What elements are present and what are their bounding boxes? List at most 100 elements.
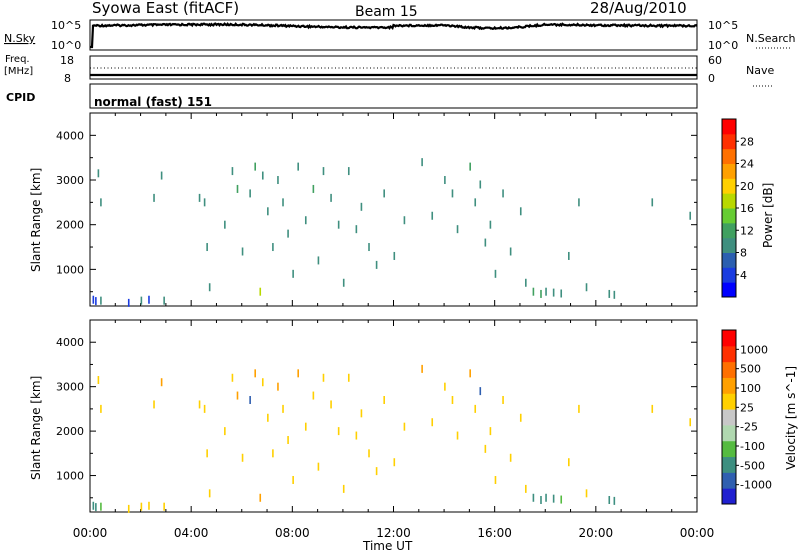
velocity-axis-ticks: 1000 2000 3000 4000 (56, 320, 698, 512)
data-cell (403, 422, 406, 431)
y-tick-label: 4000 (56, 129, 84, 142)
y-tick-label: 3000 (56, 174, 84, 187)
data-cell (163, 502, 165, 511)
data-cell (140, 502, 143, 511)
data-cell (375, 260, 378, 269)
y-tick-label: 2000 (56, 425, 84, 438)
colorbar-swatch (722, 148, 736, 164)
data-cell (277, 176, 279, 185)
data-cell (241, 247, 244, 256)
data-cell (444, 382, 446, 391)
colorbar-tick-label: 24 (740, 158, 754, 171)
data-cell (203, 404, 206, 413)
data-cell (613, 290, 616, 299)
data-cell (560, 289, 563, 298)
data-cell (689, 211, 692, 220)
data-cell (312, 184, 315, 193)
colorbar-tick-label: -500 (740, 459, 765, 472)
data-cell (287, 436, 289, 444)
data-cell (148, 501, 150, 510)
data-cell (540, 496, 542, 504)
data-cell (540, 289, 542, 298)
data-cell (451, 396, 454, 404)
data-cell (198, 193, 201, 202)
data-cell (92, 295, 95, 304)
data-cell (360, 202, 363, 211)
data-cell (608, 289, 611, 298)
freq-tick-top: 18 (60, 54, 74, 67)
data-cell (312, 391, 315, 400)
data-cell (532, 287, 535, 296)
data-cell (272, 449, 274, 458)
data-cell (259, 493, 262, 502)
data-cell (560, 495, 563, 504)
data-cell (236, 391, 239, 400)
colorbar-swatch (722, 440, 736, 458)
data-cell (585, 283, 588, 292)
colorbar-swatch (722, 133, 736, 150)
data-cell (519, 413, 522, 422)
data-cell (469, 162, 471, 171)
power-colorbar: 28 24 20 16 12 8 4 (721, 118, 754, 298)
data-cell (153, 400, 155, 409)
data-cell (469, 369, 471, 378)
data-cell (494, 476, 497, 484)
data-cell (484, 444, 487, 453)
data-cell (355, 225, 358, 234)
data-cell (206, 449, 208, 458)
colorbar-swatch (722, 330, 736, 347)
x-tick-label: 00:00 (73, 526, 108, 540)
colorbar-tick-label: 20 (740, 180, 754, 193)
data-cell (317, 462, 320, 471)
colorbar-swatch (722, 282, 736, 298)
colorbar-tick-label: -1000 (740, 479, 772, 492)
data-cell (489, 220, 492, 229)
data-cell (95, 297, 97, 306)
nsky-label: N.Sky (4, 32, 36, 45)
data-cell (231, 167, 234, 176)
colorbar-swatch (722, 252, 736, 268)
data-cell (484, 238, 487, 247)
data-cell (241, 453, 244, 462)
data-cell (368, 449, 370, 458)
chart-title: Syowa East (fitACF) (92, 0, 239, 17)
data-cell (292, 476, 294, 484)
velocity-panel-frame (89, 319, 698, 513)
data-cell (509, 453, 512, 462)
data-cell (545, 493, 547, 502)
data-cell (383, 189, 385, 198)
colorbar-tick-label: 28 (740, 135, 754, 148)
colorbar-swatch (722, 163, 736, 179)
colorbar-swatch (722, 222, 736, 239)
data-cell (393, 251, 396, 260)
x-tick-label: 16:00 (477, 526, 512, 540)
data-cell (494, 269, 497, 278)
colorbar-swatch (722, 208, 736, 224)
data-cell (224, 427, 226, 436)
data-cell (259, 287, 262, 296)
data-cell (337, 220, 340, 229)
power-panel-frame (89, 112, 698, 307)
data-cell (203, 198, 206, 207)
colorbar-swatch (722, 456, 736, 473)
colorbar-swatch (722, 409, 736, 426)
data-cell (95, 503, 97, 512)
nave-tick-top: 60 (708, 54, 722, 67)
data-cell (474, 198, 477, 207)
colorbar-tick-label: 4 (740, 269, 747, 282)
data-cell (355, 431, 358, 440)
colorbar-tick-label: 1000 (740, 343, 768, 356)
data-cell (421, 364, 423, 373)
x-tick-label: 04:00 (174, 526, 209, 540)
data-cell (613, 496, 616, 505)
colorbar-swatch (722, 488, 736, 505)
data-cell (100, 198, 102, 207)
data-cell (292, 269, 294, 278)
y-tick-label: 1000 (56, 470, 84, 483)
data-cell (651, 404, 654, 413)
x-tick-label: 00:00 (680, 526, 715, 540)
data-cell (261, 378, 264, 387)
colorbar-tick-label: 500 (740, 363, 761, 376)
data-cell (231, 373, 234, 382)
